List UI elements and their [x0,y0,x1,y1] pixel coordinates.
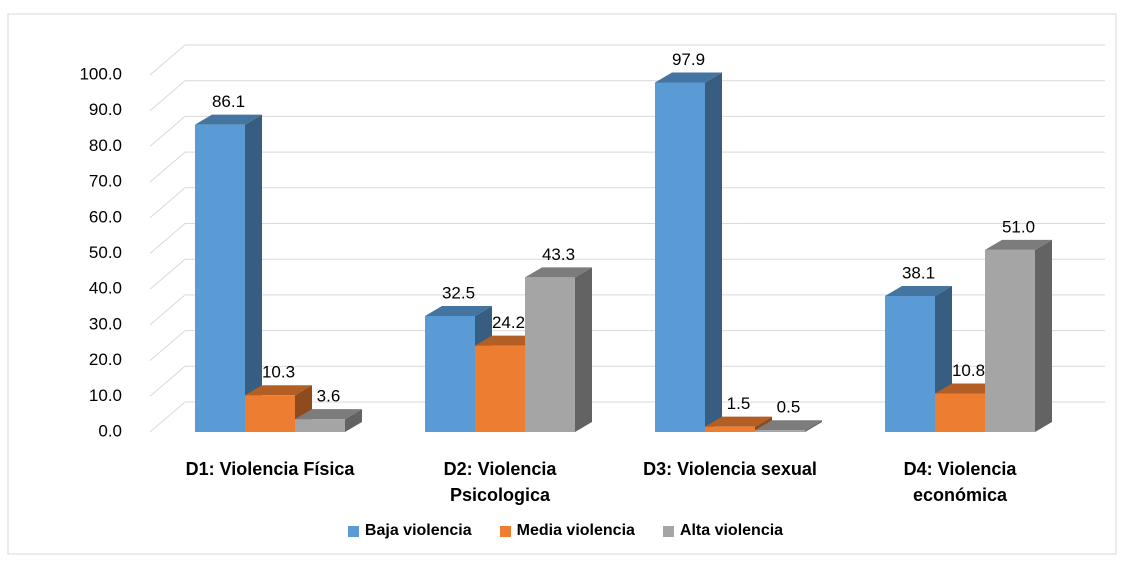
x-tick-label: D1: Violencia Física [185,459,355,479]
bar [245,385,312,432]
bar-top [195,114,262,125]
bar-front [935,393,985,432]
bar [755,420,822,432]
y-tick-label: 70.0 [89,172,122,191]
bar-top [755,420,822,431]
bar-side [245,114,262,433]
grid-line [149,294,1105,326]
bar-top [885,285,952,296]
grid-line [149,258,1105,290]
grid-line [149,223,1105,254]
grid-line [149,44,1105,76]
data-label: 32.5 [442,283,475,302]
data-label: 1.5 [727,394,751,413]
data-label: 86.1 [212,92,245,111]
data-label: 24.2 [492,313,525,332]
y-tick-label: 20.0 [89,350,122,369]
data-label: 3.6 [317,387,341,406]
legend-item: Media violencia [499,522,635,540]
bar-top [525,267,592,278]
bar-top [985,239,1052,250]
y-tick-label: 80.0 [89,136,122,155]
grid-line [149,365,1105,397]
x-tick-label: D4: Violencia económica [903,459,1017,505]
data-label: 0.5 [777,398,801,417]
grid-line [149,330,1105,361]
y-tick-label: 40.0 [89,279,122,298]
chart-border [7,13,1117,555]
bar-front [985,249,1035,432]
y-tick-label: 90.0 [89,100,122,119]
legend-item: Baja violencia [347,522,472,540]
bar-side [805,420,822,432]
legend-label: Baja violencia [364,522,472,539]
bar [525,267,592,432]
x-tick-label: D2: Violencia Psicologica [443,459,557,505]
y-tick-label: 0.0 [98,421,122,440]
grid-line [149,80,1105,112]
bar-top [295,409,362,420]
bar-front [295,419,345,432]
bar [985,239,1052,432]
bar-front [425,315,475,432]
bar-front [195,124,245,433]
y-tick-label: 30.0 [89,314,122,333]
bar [295,409,362,432]
bar-top [705,416,772,427]
bar-front [525,277,575,432]
data-label: 97.9 [672,50,705,69]
y-tick-label: 50.0 [89,243,122,262]
legend: Baja violencia Media violencia Alta violen… [0,522,1131,540]
grid-line [149,151,1105,183]
bar-front [755,430,805,432]
legend-swatch [499,525,511,537]
bar-side [1035,239,1052,432]
grid-line [149,187,1105,219]
bar-side [345,409,362,432]
data-label: 43.3 [542,245,575,264]
bar-front [245,395,295,432]
x-tick-label: D3: Violencia sexual [643,459,817,479]
bar-front [705,426,755,432]
bar-front [655,82,705,432]
bar-top [425,305,492,316]
data-label: 10.3 [262,363,295,382]
bar-top [245,385,312,396]
bar [195,114,262,433]
legend-swatch [347,525,359,537]
y-tick-label: 100.0 [79,64,122,83]
bar-front [475,345,525,432]
grid-line [149,401,1105,433]
legend-swatch [662,525,674,537]
legend-label: Media violencia [516,522,635,539]
data-label: 38.1 [902,263,935,282]
y-tick-label: 10.0 [89,386,122,405]
bar-front [885,295,935,432]
bar-top [655,72,722,83]
y-tick-label: 60.0 [89,207,122,226]
grid-line [149,115,1105,147]
bar-side [575,267,592,432]
bar [655,72,722,432]
legend-item: Alta violencia [662,522,784,540]
legend-label: Alta violencia [679,522,784,539]
bar-side [705,72,722,432]
data-label: 51.0 [1002,217,1035,236]
data-label: 10.8 [952,361,985,380]
